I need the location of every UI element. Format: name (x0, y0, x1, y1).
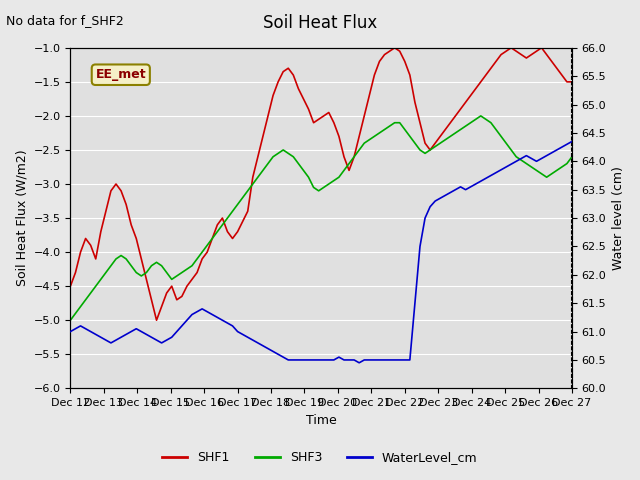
X-axis label: Time: Time (306, 414, 337, 427)
Text: No data for f_SHF2: No data for f_SHF2 (6, 14, 124, 27)
Text: Soil Heat Flux: Soil Heat Flux (263, 14, 377, 33)
Y-axis label: Soil Heat Flux (W/m2): Soil Heat Flux (W/m2) (15, 150, 28, 287)
Legend: SHF1, SHF3, WaterLevel_cm: SHF1, SHF3, WaterLevel_cm (157, 446, 483, 469)
Y-axis label: Water level (cm): Water level (cm) (612, 166, 625, 270)
Text: EE_met: EE_met (95, 68, 146, 81)
